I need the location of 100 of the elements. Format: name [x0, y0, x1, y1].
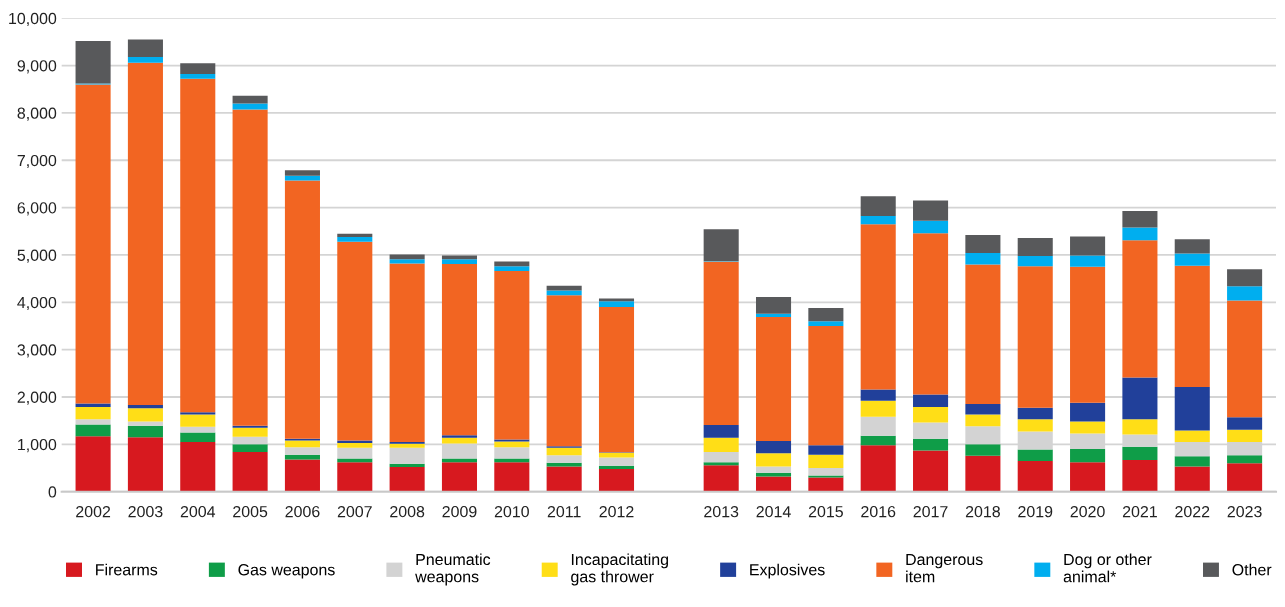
bar	[1017, 266, 1053, 408]
y-tick-label: 10,000	[9, 12, 57, 27]
bar	[1070, 402, 1106, 422]
bar	[1017, 237, 1053, 256]
bar	[127, 425, 163, 438]
bar	[127, 57, 163, 63]
bar	[1070, 421, 1106, 434]
bar	[75, 419, 111, 425]
x-tick-label: 2015	[808, 505, 843, 518]
bar	[808, 307, 844, 322]
bar	[965, 253, 1001, 265]
bar	[180, 63, 216, 75]
bar	[389, 463, 425, 468]
x-tick-label: 2014	[756, 505, 791, 518]
bar	[1174, 387, 1210, 431]
legend-label: Other	[1232, 563, 1272, 576]
legend-label: Incapacitating gas thrower	[571, 553, 668, 586]
bar	[703, 451, 739, 463]
bar	[598, 301, 635, 308]
bar	[1227, 269, 1263, 287]
bar	[1174, 466, 1210, 492]
bar	[284, 440, 320, 448]
x-tick-label: 2009	[442, 505, 477, 518]
bar	[598, 307, 635, 453]
bar	[127, 39, 163, 58]
bar	[232, 444, 268, 452]
x-tick-label: 2013	[704, 505, 739, 518]
bar	[546, 466, 582, 492]
bar	[808, 468, 844, 476]
bar	[546, 290, 582, 296]
bar	[913, 450, 949, 492]
bar	[494, 462, 530, 492]
bar	[755, 453, 792, 467]
bar	[1174, 456, 1210, 467]
bar	[1017, 419, 1053, 432]
bar	[1070, 236, 1106, 256]
bar	[1227, 300, 1263, 418]
x-tick-label: 2011	[547, 505, 581, 518]
y-tick-label: 9,000	[17, 60, 57, 74]
bar	[808, 477, 844, 492]
bar	[1017, 460, 1053, 492]
legend-label: Firearms	[96, 563, 158, 576]
bar	[127, 405, 163, 409]
bar	[1174, 239, 1210, 254]
legend-label: Dangerous item	[906, 553, 983, 583]
legend-label: Gas weapons	[238, 564, 335, 579]
bar	[1227, 455, 1263, 464]
bar	[1017, 255, 1053, 267]
bar	[75, 436, 111, 492]
bar	[546, 455, 582, 463]
bar	[860, 196, 896, 217]
bar	[389, 447, 425, 464]
bar	[180, 74, 216, 79]
bar	[1017, 407, 1053, 420]
bar	[1174, 253, 1210, 266]
bar	[284, 447, 320, 455]
bar	[1174, 265, 1210, 388]
bar	[1227, 429, 1263, 442]
bar	[913, 438, 949, 451]
bar	[441, 263, 478, 436]
bar	[389, 467, 425, 492]
bar	[703, 424, 739, 438]
bar	[494, 441, 530, 448]
bar	[1122, 240, 1158, 378]
bar	[1070, 255, 1106, 267]
bar	[1122, 227, 1158, 241]
bar	[546, 295, 582, 447]
bar	[755, 472, 792, 477]
bar	[389, 254, 425, 260]
bar	[75, 424, 111, 437]
y-tick-label: 7,000	[17, 154, 57, 169]
bar	[913, 200, 949, 221]
bar	[860, 216, 896, 225]
bar	[1122, 459, 1158, 492]
bar	[1227, 286, 1263, 301]
bar	[860, 400, 896, 417]
bar	[703, 462, 739, 466]
bar	[337, 442, 373, 448]
bar	[703, 465, 739, 492]
bar	[75, 40, 111, 84]
bar	[860, 435, 896, 446]
bar	[913, 394, 949, 407]
y-tick-label: 4,000	[17, 296, 57, 311]
y-tick-label: 5,000	[17, 249, 57, 263]
bar	[1122, 446, 1158, 460]
bar	[494, 266, 530, 272]
bar	[441, 255, 478, 260]
x-tick-label: 2008	[390, 505, 425, 518]
y-tick-label: 6,000	[17, 202, 57, 216]
bar	[965, 455, 1001, 492]
bar	[860, 416, 896, 436]
x-tick-label: 2019	[1018, 505, 1053, 518]
bar	[127, 421, 163, 426]
bar	[598, 468, 635, 492]
bar	[180, 414, 216, 427]
bar	[180, 78, 216, 413]
bar	[703, 437, 739, 452]
bar	[755, 316, 792, 442]
x-tick-label: 2018	[965, 505, 1000, 518]
legend-label: Pneumatic weapons	[415, 553, 491, 586]
